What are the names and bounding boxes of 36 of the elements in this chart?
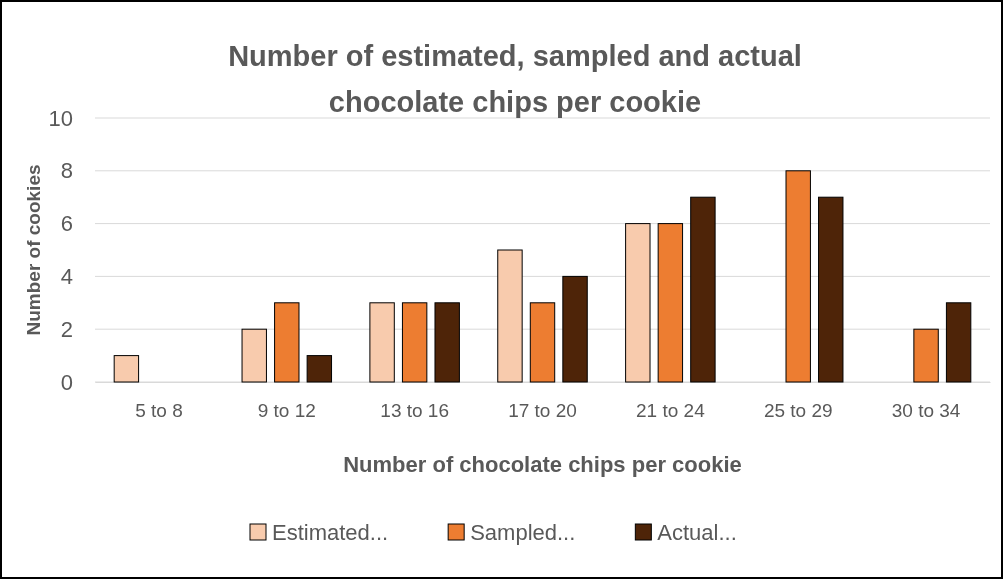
bar [945, 302, 972, 383]
bar [497, 249, 523, 383]
legend-label: Sampled... [470, 520, 576, 545]
x-tick-label: 30 to 34 [891, 400, 961, 422]
x-tick-label: 9 to 12 [257, 400, 316, 422]
bar [401, 302, 428, 383]
bar [274, 302, 300, 383]
bar [241, 328, 267, 383]
y-axis-title: Number of cookies [23, 164, 44, 336]
bar [690, 196, 716, 383]
bar [657, 223, 684, 383]
bar [913, 328, 939, 383]
legend-label: Actual... [657, 520, 737, 545]
bar [113, 355, 140, 383]
x-axis-title: Number of chocolate chips per cookie [343, 452, 742, 477]
y-tick-label: 10 [48, 105, 73, 131]
legend-label: Estimated... [272, 520, 389, 545]
bar [785, 170, 811, 383]
x-tick-label: 21 to 24 [636, 400, 706, 422]
bar [369, 302, 395, 383]
bar [434, 302, 460, 383]
y-tick-label: 8 [60, 158, 73, 184]
bar [818, 196, 844, 383]
bar [562, 275, 588, 383]
x-tick-label: 13 to 16 [380, 400, 449, 422]
bar [625, 223, 651, 383]
y-tick-label: 2 [60, 316, 73, 342]
y-tick-label: 4 [60, 263, 73, 289]
x-tick-label: 5 to 8 [135, 400, 183, 422]
y-tick-label: 6 [60, 211, 73, 237]
bar [306, 355, 333, 383]
y-tick-label: 0 [60, 369, 73, 395]
x-tick-label: 17 to 20 [508, 400, 577, 422]
x-tick-label: 25 to 29 [763, 400, 833, 422]
bar [529, 302, 556, 383]
chart-title: Number of estimated, sampled and actual chocolate chips per cookie [228, 40, 802, 118]
